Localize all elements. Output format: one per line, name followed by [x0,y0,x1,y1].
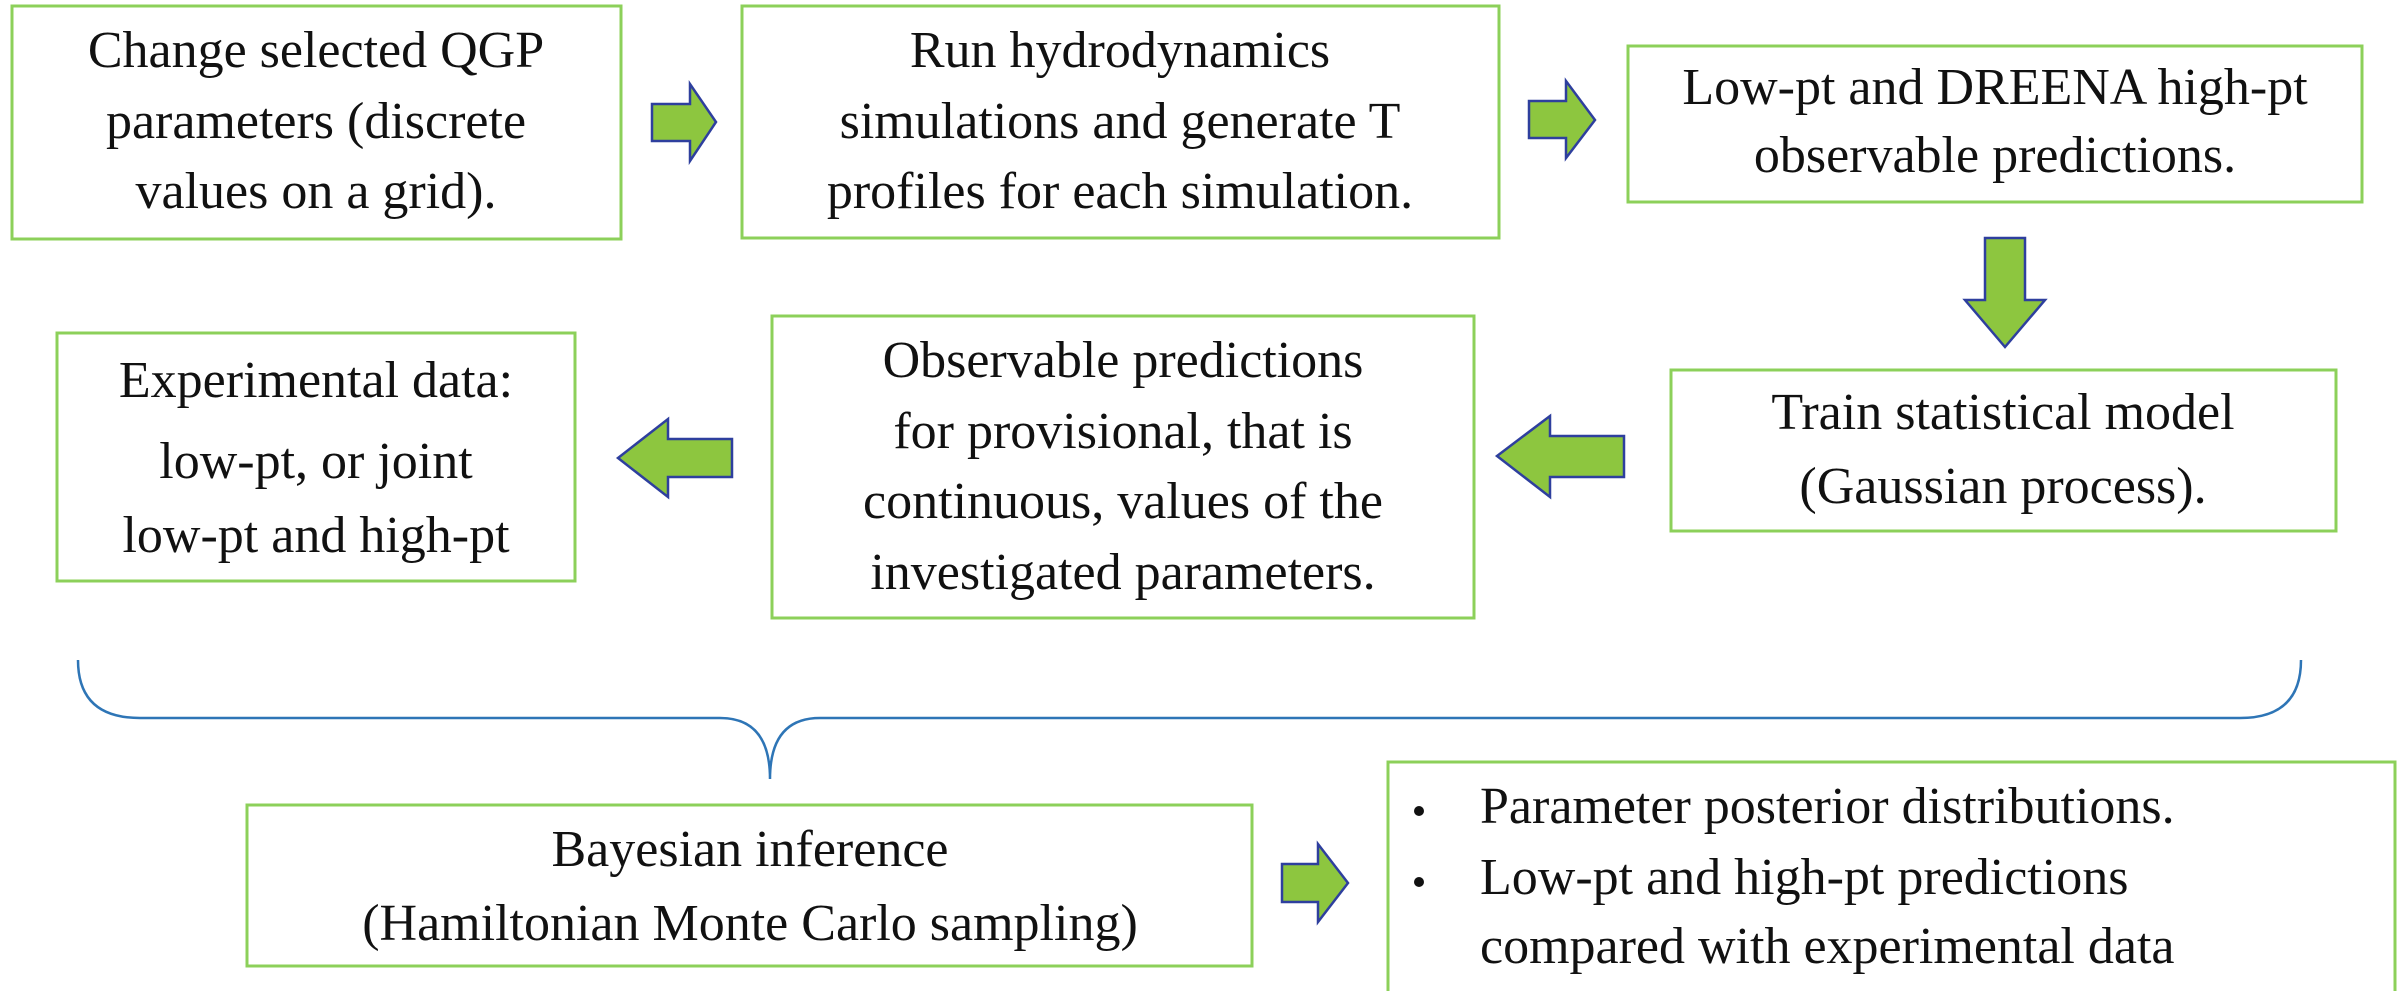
bullet [1414,877,1424,887]
box [1669,368,2338,533]
node-text: Bayesian inference [551,821,948,878]
node-text: investigated parameters. [870,544,1375,601]
node-text: Experimental data: [119,352,513,409]
bullet-text: compared with experimental data [1480,918,2174,975]
node-text: Change selected QGP [88,22,544,79]
arrow-left [615,416,734,500]
arrow-right [650,79,718,166]
node-text: simulations and generate T [840,93,1401,150]
brace [76,659,2303,780]
bullet-text: Parameter posterior distributions. [1480,778,2175,835]
node-text: for provisional, that is [893,403,1352,460]
arrow-down [1962,236,2048,349]
box [770,314,1476,620]
box [1386,760,2397,991]
node-text: Observable predictions [883,332,1364,389]
box [1626,44,2364,204]
box [55,331,577,583]
arrow-right [1527,77,1597,162]
bullet-text: Low-pt and high-pt predictions [1480,849,2128,906]
node-text: values on a grid). [135,163,496,220]
node-text: (Hamiltonian Monte Carlo sampling) [362,895,1138,952]
node-text: profiles for each simulation. [827,163,1413,220]
node-text: low-pt, or joint [159,433,473,490]
bullet [1414,806,1424,816]
arrow-right [1280,840,1350,926]
node-text: (Gaussian process). [1799,458,2206,515]
node-text: observable predictions. [1754,127,2236,184]
box [245,803,1254,968]
box [740,4,1501,240]
node-text: Run hydrodynamics [910,22,1330,79]
box [10,4,623,241]
node-text: Low-pt and DREENA high-pt [1682,59,2308,116]
node-text: parameters (discrete [106,93,526,150]
node-text: Train statistical model [1771,384,2234,441]
node-text: continuous, values of the [863,473,1383,530]
arrow-left [1494,413,1626,500]
node-text: low-pt and high-pt [122,507,510,564]
